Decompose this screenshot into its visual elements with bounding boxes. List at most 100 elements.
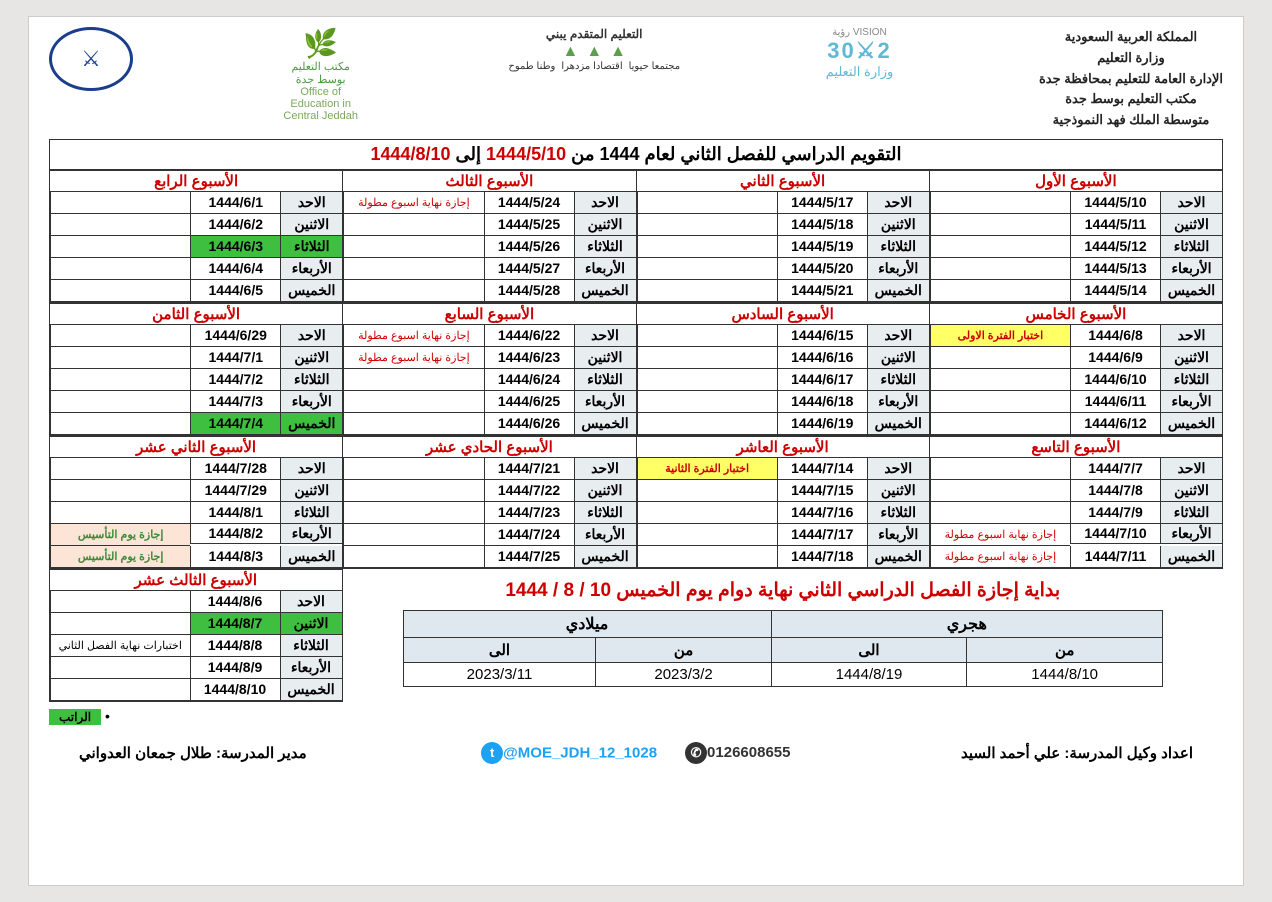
day-date: 1444/7/17 <box>777 524 867 546</box>
day-name: الخميس <box>280 280 342 302</box>
week-body: الاحد1444/7/7الاثنين1444/7/8الثلاثاء1444… <box>929 458 1222 569</box>
day-name: الثلاثاء <box>574 369 636 391</box>
day-note <box>930 413 1070 435</box>
day-note <box>343 480 483 502</box>
day-name: الثلاثاء <box>574 502 636 524</box>
day-date: 1444/6/26 <box>484 413 574 435</box>
from-label: من <box>596 637 771 662</box>
day-name: الاثنين <box>280 613 342 635</box>
day-date: 1444/7/14 <box>777 458 867 480</box>
day-note <box>637 192 777 214</box>
day-row: الثلاثاء1444/5/12 <box>930 236 1222 258</box>
day-name: الاثنين <box>574 214 636 236</box>
phone-number: ✆0126608655 <box>681 742 790 764</box>
header-line: متوسطة الملك فهد النموذجية <box>1039 110 1223 131</box>
day-row: الاثنين1444/5/25 <box>343 214 635 236</box>
day-note <box>50 192 190 214</box>
day-row: الاثنين1444/7/29 <box>50 480 342 502</box>
day-date: 1444/8/8 <box>190 635 280 657</box>
logo-yabni: التعليم المتقدم يبني ▲▲▲ مجتمعا حيويا اق… <box>508 27 680 72</box>
day-name: الخميس <box>574 413 636 435</box>
day-date: 1444/7/10 <box>1070 524 1160 544</box>
day-row: الخميس1444/5/28 <box>343 280 635 302</box>
day-row: الأربعاء1444/6/4 <box>50 258 342 280</box>
week-header: الأسبوع الخامس <box>929 303 1222 325</box>
day-note <box>637 258 777 280</box>
day-name: الخميس <box>280 413 342 435</box>
day-date: 1444/7/11 <box>1070 546 1160 568</box>
day-name: الخميس <box>1160 546 1222 568</box>
day-note <box>637 369 777 391</box>
day-date: 1444/6/24 <box>484 369 574 391</box>
day-note <box>343 502 483 524</box>
principal-name: مدير المدرسة: طلال جمعان العدواني <box>79 744 307 762</box>
day-note <box>930 502 1070 524</box>
week-body: الاحد1444/5/17الاثنين1444/5/18الثلاثاء14… <box>636 192 929 303</box>
day-name: الأربعاء <box>574 391 636 413</box>
hijri-header: هجري <box>771 610 1162 637</box>
day-row: الاثنين1444/6/2 <box>50 214 342 236</box>
day-note <box>50 369 190 391</box>
day-note: إجازة نهاية اسبوع مطولة <box>343 192 483 214</box>
day-note <box>50 502 190 524</box>
day-date: 1444/7/8 <box>1070 480 1160 502</box>
title-mid: إلى <box>451 144 482 164</box>
day-date: 1444/6/22 <box>484 325 574 347</box>
week-body: الاحد1444/5/10الاثنين1444/5/11الثلاثاء14… <box>929 192 1222 303</box>
day-note <box>930 258 1070 280</box>
greg-header: ميلادي <box>403 610 771 637</box>
day-row: الأربعاء1444/5/20 <box>637 258 929 280</box>
calendar-grid: الأسبوع الأولالأسبوع الثانيالأسبوع الثال… <box>49 170 1223 569</box>
day-note <box>50 236 190 258</box>
day-name: الاثنين <box>867 347 929 369</box>
day-row: الاحد1444/5/17 <box>637 192 929 214</box>
day-note: اختبارات نهاية الفصل الثاني <box>50 591 190 613</box>
day-note <box>637 524 777 546</box>
day-date: 1444/8/7 <box>190 613 280 635</box>
day-note: اختبار الفترة الثانية <box>637 458 777 480</box>
day-note <box>50 347 190 369</box>
week-header: الأسبوع الثاني عشر <box>49 436 342 458</box>
day-date: 1444/5/19 <box>777 236 867 258</box>
day-row: الثلاثاء1444/7/9 <box>930 502 1222 524</box>
calendar-title: التقويم الدراسي للفصل الثاني لعام 1444 م… <box>49 139 1223 170</box>
day-date: 1444/8/2 <box>190 524 280 544</box>
header-org-text: المملكة العربية السعودية وزارة التعليم ا… <box>1039 27 1223 131</box>
day-date: 1444/6/23 <box>484 347 574 369</box>
day-date: 1444/5/10 <box>1070 192 1160 214</box>
day-note <box>637 325 777 347</box>
day-row: الثلاثاء1444/6/17 <box>637 369 929 391</box>
day-name: الاحد <box>867 325 929 347</box>
yabni-item: وطنا طموح <box>508 61 555 72</box>
day-date: 1444/6/5 <box>190 280 280 302</box>
day-date: 1444/5/25 <box>484 214 574 236</box>
day-row: الاحد1444/8/6اختبارات نهاية الفصل الثاني <box>50 591 342 613</box>
week-body: الاحد1444/5/24إجازة نهاية اسبوع مطولةالا… <box>342 192 635 303</box>
day-note <box>50 480 190 502</box>
day-date: 1444/7/18 <box>777 546 867 568</box>
logo-office: 🌿 مكتب التعليم بوسط جدة Office of Educat… <box>279 27 363 122</box>
day-name: الاثنين <box>280 214 342 236</box>
day-row: الأربعاء1444/6/11 <box>930 391 1222 413</box>
day-note: إجازة نهاية اسبوع مطولة <box>930 546 1070 568</box>
day-name: الثلاثاء <box>867 236 929 258</box>
day-row: الاثنين1444/7/15 <box>637 480 929 502</box>
greg-from: 2023/3/2 <box>596 662 771 686</box>
contact-block: t@MOE_JDH_12_1028 ✆0126608655 <box>477 742 790 764</box>
day-name: الاحد <box>280 192 342 214</box>
yabni-item: اقتصادا مزدهرا <box>561 61 622 72</box>
day-date: 1444/8/6 <box>190 591 280 613</box>
day-date: 1444/6/17 <box>777 369 867 391</box>
day-name: الثلاثاء <box>280 502 342 524</box>
day-note <box>343 524 483 546</box>
day-name: الخميس <box>867 546 929 568</box>
week-header: الأسبوع الثاني <box>636 170 929 192</box>
vacation-title: بداية إجازة الفصل الدراسي الثاني نهاية د… <box>343 569 1224 610</box>
hijri-to: 1444/8/19 <box>771 662 967 686</box>
hijri-from: 1444/8/10 <box>967 662 1163 686</box>
day-date: 1444/5/18 <box>777 214 867 236</box>
day-note: اختبارات نهاية الفصل الثاني <box>50 635 190 657</box>
day-note: اختبارات نهاية الفصل الثاني <box>50 613 190 635</box>
day-date: 1444/6/4 <box>190 258 280 280</box>
day-row: الخميس1444/5/21 <box>637 280 929 302</box>
